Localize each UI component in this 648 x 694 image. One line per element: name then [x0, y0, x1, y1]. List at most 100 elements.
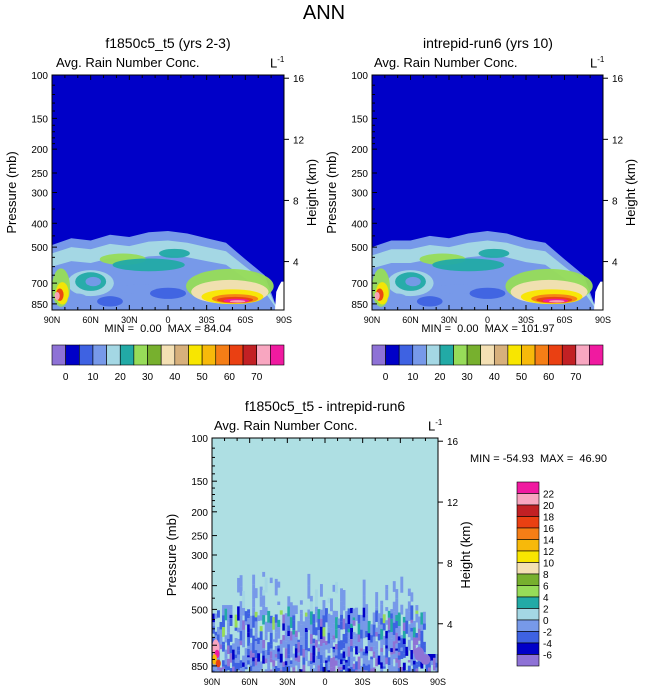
- contour-cell: [397, 636, 401, 641]
- contour-cell: [407, 601, 411, 612]
- contour-cell: [217, 670, 220, 672]
- contour-cell: [234, 662, 238, 672]
- contour-cell: [249, 618, 253, 629]
- contour-cell: [309, 664, 313, 672]
- contour-cell: [337, 651, 341, 660]
- contour-cell: [257, 668, 261, 672]
- units-label: L-1: [590, 55, 604, 70]
- contour-cell: [279, 653, 283, 663]
- contour-cell: [405, 670, 409, 672]
- contour-cell: [435, 656, 438, 663]
- contour-cell: [252, 644, 256, 654]
- contour-cell: [375, 592, 379, 608]
- stats-text: MIN = 0.00 MAX = 101.97: [421, 323, 555, 335]
- panel-title: f1850c5_t5 - intrepid-run6: [244, 398, 406, 414]
- contour-cell: [330, 644, 333, 649]
- contour-cell: [347, 628, 351, 633]
- contour-cell: [350, 613, 354, 624]
- contour-cell: [284, 613, 288, 628]
- contour-cell: [317, 665, 321, 669]
- contour-cell: [237, 638, 241, 647]
- contour-region: [416, 296, 443, 307]
- contour-cell: [297, 655, 301, 663]
- contour-cell: [420, 624, 424, 631]
- x-tick-label: 30S: [199, 315, 215, 325]
- figure-title: ANN: [302, 2, 346, 24]
- contour-cell: [274, 578, 278, 596]
- contour-cell: [415, 610, 419, 614]
- contour-cell: [212, 670, 215, 672]
- contour-cell: [282, 640, 286, 648]
- colorbar-label: 20: [115, 372, 127, 383]
- colorbar-swatch: [548, 344, 563, 366]
- contour-cell: [360, 648, 364, 652]
- colorbar-label: 0: [383, 372, 389, 383]
- contour-cell: [355, 633, 359, 641]
- contour-cell: [395, 650, 399, 658]
- colorbar-swatch: [561, 344, 577, 366]
- colorbar-label: 20: [434, 372, 446, 383]
- contour-cell: [264, 669, 268, 672]
- contour-cell: [262, 639, 266, 649]
- contour-cell: [342, 605, 346, 611]
- contour-cell: [380, 618, 384, 625]
- contour-cell: [367, 640, 371, 652]
- x-tick-label: 60N: [402, 315, 419, 325]
- contour-cell: [284, 641, 288, 649]
- contour-region: [149, 287, 187, 299]
- contour-cell: [322, 627, 326, 637]
- contour-cell: [360, 638, 364, 649]
- contour-cell: [284, 631, 288, 642]
- y-tick-label: 200: [351, 145, 368, 156]
- contour-cell: [262, 648, 266, 651]
- contour-cell: [335, 649, 338, 656]
- contour-cell: [282, 635, 286, 641]
- colorbar-swatch: [215, 344, 230, 366]
- contour-cell: [272, 660, 276, 663]
- contour-cell: [309, 661, 313, 665]
- colorbar-top: 0 10 20 30 40 50 60 70 0 10 20 30 40 50 60 70: [51, 344, 604, 383]
- contour-cell: [317, 619, 321, 631]
- contour-cell: [345, 632, 348, 637]
- contour-cell: [279, 662, 283, 667]
- y-tick-label: 500: [351, 243, 368, 254]
- x-tick-label: 30S: [518, 315, 534, 325]
- colorbar-swatch: [242, 344, 258, 366]
- contour-cell: [237, 577, 241, 593]
- contour-cell: [427, 661, 431, 668]
- contour-cell: [380, 651, 384, 656]
- contour-cell: [252, 615, 256, 628]
- contour-cell: [219, 621, 223, 630]
- colorbar-swatch: [133, 344, 148, 366]
- contour-cell: [249, 642, 253, 651]
- contour-cell: [402, 638, 406, 645]
- contour-cell: [317, 668, 321, 672]
- contour-cell: [360, 614, 364, 619]
- contour-cell: [302, 657, 306, 665]
- contour-cell: [317, 637, 321, 642]
- contour-cell: [254, 621, 258, 633]
- units-base: L: [270, 55, 278, 71]
- contour-cell: [229, 634, 233, 642]
- x-tick-label: 90S: [595, 315, 611, 325]
- contour-cell: [299, 613, 303, 625]
- contour-cell: [360, 629, 364, 639]
- contour-cell: [312, 643, 316, 646]
- contour-cell: [287, 636, 291, 640]
- contour-cell: [254, 652, 258, 659]
- contour-cell: [309, 643, 313, 653]
- contour-cell: [370, 635, 374, 639]
- contour-cell: [385, 584, 389, 590]
- contour-cell: [222, 641, 225, 645]
- contour-cell: [284, 648, 288, 659]
- contour-cell: [244, 667, 248, 670]
- contour-cell: [325, 644, 328, 650]
- contour-cell: [227, 632, 230, 639]
- contour-cell: [242, 590, 246, 609]
- contour-cell: [412, 620, 416, 628]
- contour-cell: [299, 609, 303, 614]
- y-tick-label: 250: [31, 169, 48, 180]
- y-tick-label: 100: [191, 434, 208, 445]
- contour-cell: [309, 611, 313, 625]
- contour-cell: [257, 637, 261, 645]
